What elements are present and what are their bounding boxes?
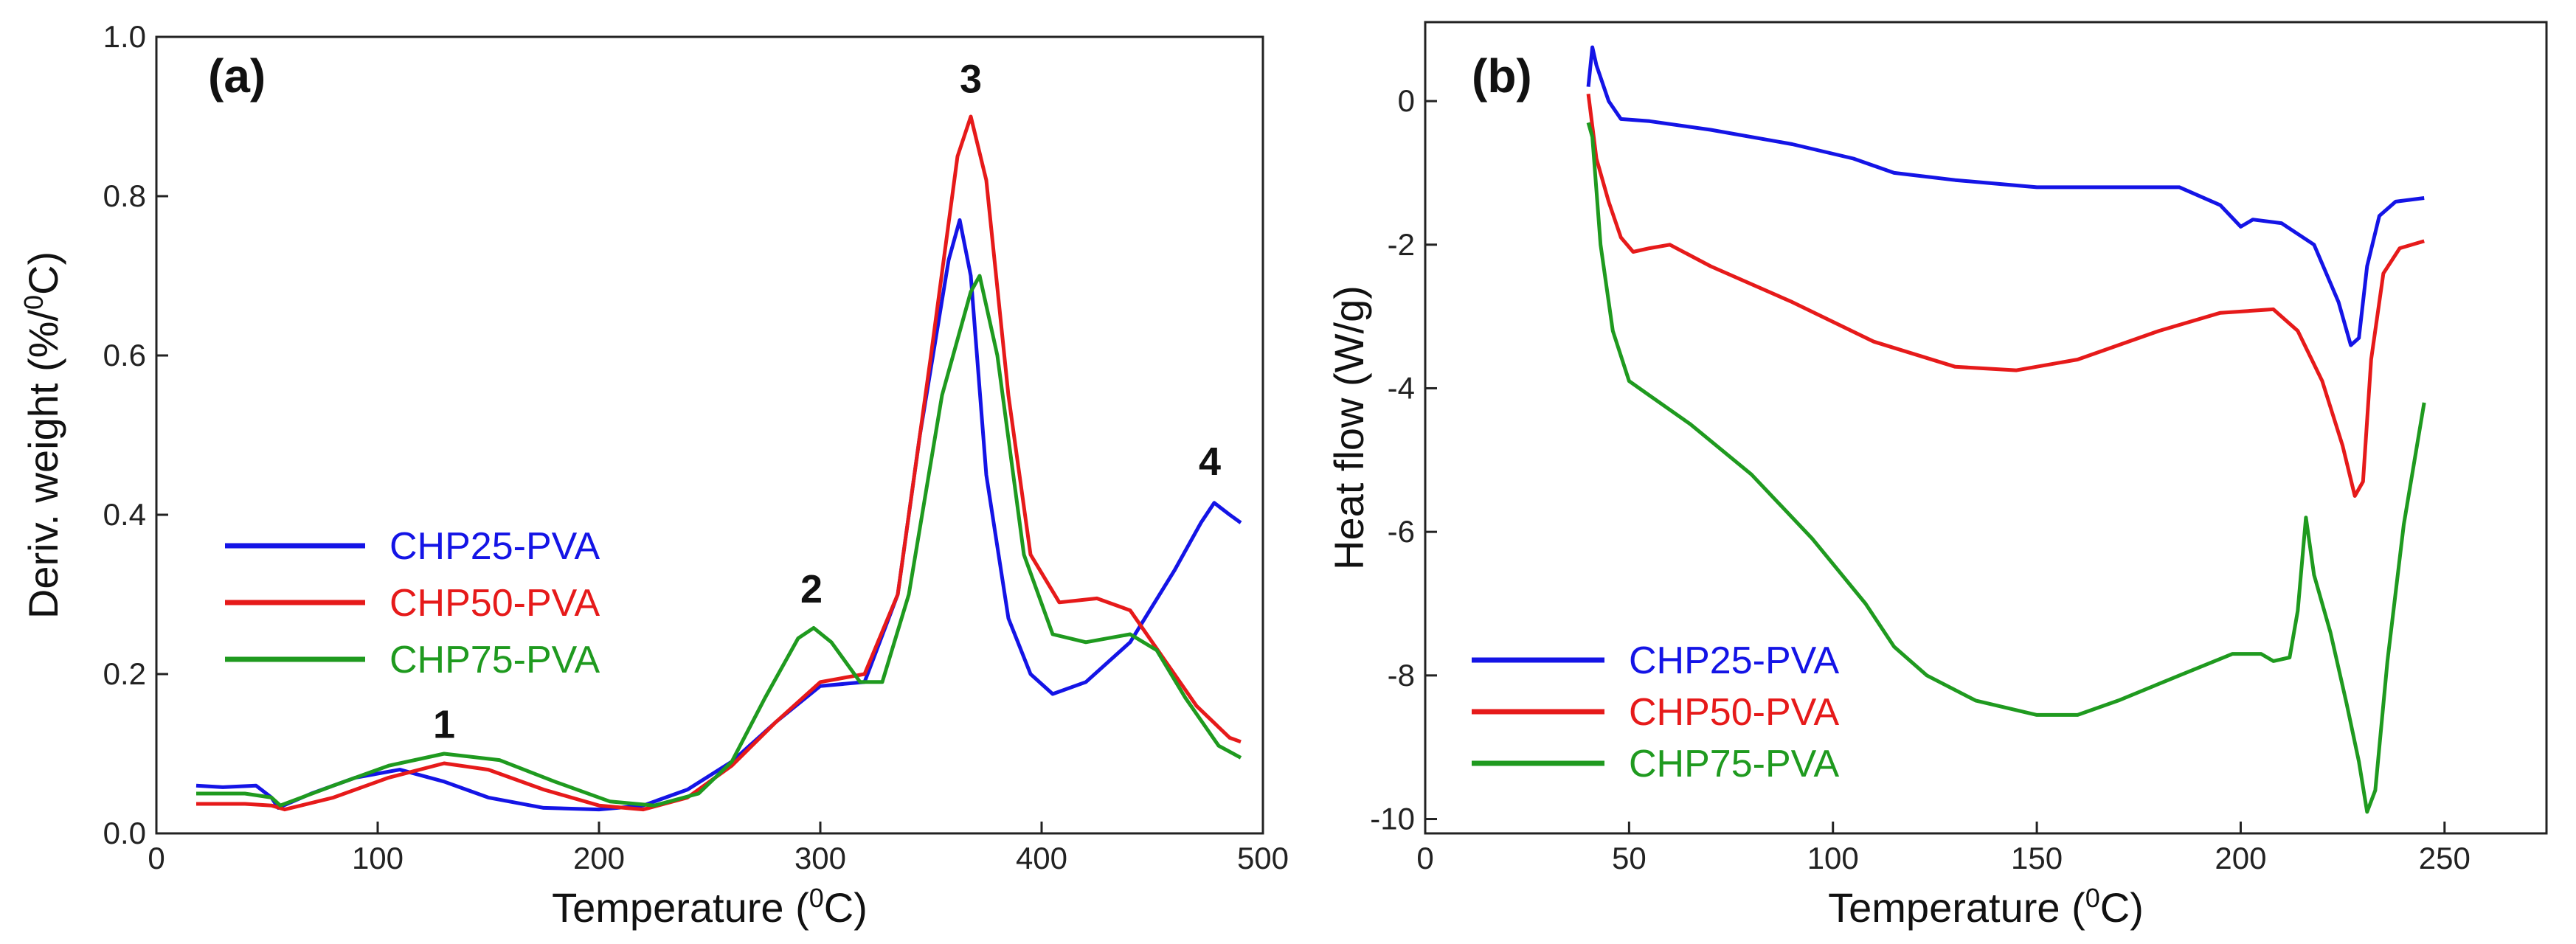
y-tick-label: -6	[1388, 514, 1415, 549]
y-tick-label: -4	[1388, 370, 1415, 405]
panel-a-ticks: 0 100 200 300 400 500 0.0 0.2 0.4 0.6 0.8 1.0	[103, 19, 1289, 875]
y-tick-label: -8	[1388, 658, 1415, 693]
panel-a-label: (a)	[208, 49, 266, 103]
panel-b-x-axis-title-end: C)	[2100, 884, 2144, 931]
series-line-chp25-pva	[1586, 45, 2425, 347]
panel-a-x-axis-title: Temperature (0C)	[552, 883, 868, 931]
panel-a-y-axis-title-sup: 0	[18, 295, 49, 310]
peak-label-3: 3	[960, 58, 982, 102]
x-tick-label: 0	[1416, 841, 1433, 875]
x-tick-label: 300	[794, 841, 846, 875]
y-tick-label: 1.0	[103, 19, 146, 54]
x-tick-label: 200	[573, 841, 625, 875]
legend-b-label-chp25: CHP25-PVA	[1629, 639, 1839, 682]
x-tick-label: 400	[1016, 841, 1067, 875]
panel-a-y-axis-title-main: Deriv. weight (%/	[20, 310, 66, 620]
x-tick-label: 100	[352, 841, 404, 875]
y-tick-label: 0.0	[103, 816, 146, 850]
legend-a-label-chp50: CHP50-PVA	[389, 582, 600, 625]
panel-b-x-axis-title-sup: 0	[2085, 883, 2100, 913]
x-tick-label: 200	[2215, 841, 2266, 875]
series-line-chp25-pva	[195, 218, 1242, 812]
y-tick-label: -10	[1370, 802, 1415, 836]
panel-a-frame	[155, 35, 1264, 835]
series-line-chp50-pva	[1586, 93, 2425, 498]
x-tick-label: 100	[1807, 841, 1859, 875]
panel-a-y-axis-title-end: C)	[20, 251, 66, 295]
series-line-chp75-pva	[1586, 122, 2426, 814]
legend-b-label-chp75: CHP75-PVA	[1629, 743, 1839, 785]
panel-b-y-axis-title: Heat flow (W/g)	[1326, 285, 1372, 570]
panel-a-y-axis-title: Deriv. weight (%/0C)	[18, 251, 67, 619]
panel-a-x-axis-title-main: Temperature (	[552, 884, 809, 931]
y-tick-label: 0.2	[103, 656, 146, 691]
x-tick-label: 500	[1237, 841, 1289, 875]
peak-label-2: 2	[800, 567, 823, 611]
y-tick-label: -2	[1388, 227, 1415, 262]
panel-b-x-axis-title: Temperature (0C)	[1828, 883, 2144, 931]
panel-a-x-axis-title-sup: 0	[809, 883, 824, 913]
panel-a-series	[195, 114, 1242, 812]
y-tick-label: 0.4	[103, 497, 146, 532]
series-line-chp50-pva	[196, 114, 1242, 812]
x-tick-label: 250	[2419, 841, 2471, 875]
x-tick-label: 150	[2011, 841, 2063, 875]
panel-b-x-axis-title-main: Temperature (	[1828, 884, 2085, 931]
x-tick-label: 0	[148, 841, 165, 875]
panel-b-series	[1586, 45, 2426, 814]
peak-label-1: 1	[433, 702, 455, 746]
panel-b: 0 50 100 150 200 250 -10 -8 -6 -4 -2 0 (b) CHP25-PV…	[1326, 21, 2548, 931]
panel-a-annotations: 1 2 3 4	[433, 58, 1221, 747]
legend-a-label-chp75: CHP75-PVA	[389, 639, 600, 681]
y-tick-label: 0	[1398, 83, 1415, 118]
panel-a-legend: CHP25-PVA CHP50-PVA CHP75-PVA	[225, 525, 600, 681]
panel-b-frame	[1424, 21, 2548, 835]
peak-label-4: 4	[1199, 440, 1221, 484]
legend-b-label-chp50: CHP50-PVA	[1629, 691, 1839, 734]
legend-a-label-chp25: CHP25-PVA	[389, 525, 600, 568]
series-line-chp75-pva	[196, 274, 1242, 808]
y-tick-label: 0.8	[103, 178, 146, 213]
panel-b-label: (b)	[1472, 49, 1532, 103]
panel-a-x-axis-title-end: C)	[824, 884, 868, 931]
panel-b-legend: CHP25-PVA CHP50-PVA CHP75-PVA	[1472, 639, 1839, 785]
x-tick-label: 50	[1612, 841, 1647, 875]
panel-b-ticks: 0 50 100 150 200 250 -10 -8 -6 -4 -2 0	[1370, 83, 2471, 875]
y-tick-label: 0.6	[103, 338, 146, 372]
